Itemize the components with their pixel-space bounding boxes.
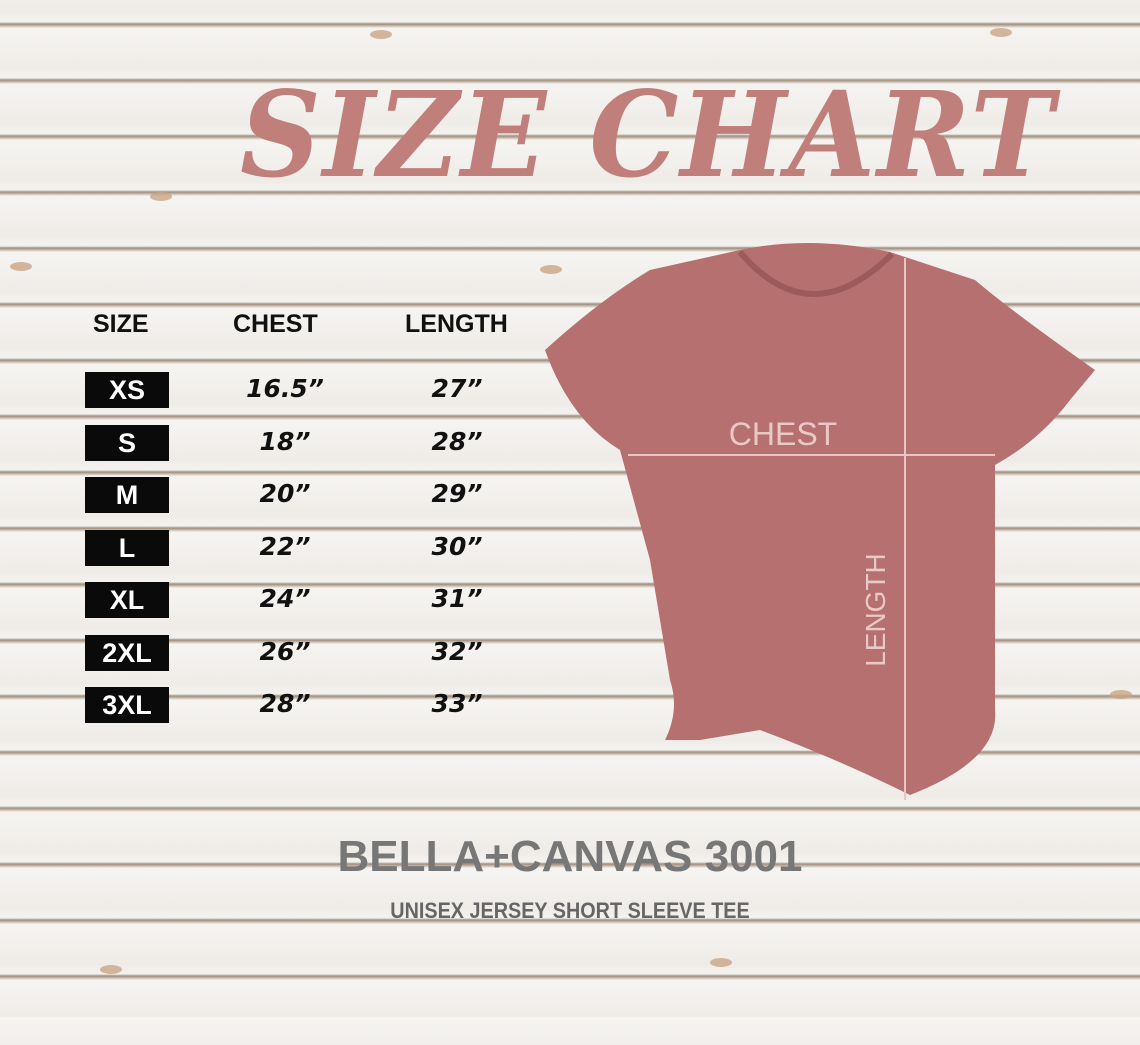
wood-knot (10, 262, 32, 271)
wood-knot (150, 192, 172, 201)
table-row: XL 24” 31” (85, 582, 545, 618)
chest-value: 28” (259, 689, 311, 718)
header-chest: CHEST (233, 310, 318, 338)
length-value: 30” (431, 531, 483, 561)
chest-label: CHEST (729, 416, 837, 452)
wood-knot (370, 30, 392, 39)
length-value: 31” (431, 584, 483, 613)
chest-value: 26” (259, 636, 311, 666)
chest-value: 24” (259, 584, 311, 613)
length-value: 33” (431, 689, 483, 718)
table-row: L 22” 30” (85, 529, 545, 566)
wood-knot (540, 265, 562, 274)
length-value: 27” (431, 374, 483, 403)
chest-value: 20” (259, 479, 311, 508)
size-badge: S (85, 424, 169, 461)
length-value: 29” (431, 479, 483, 508)
size-badge: XS (85, 372, 169, 408)
header-size: SIZE (93, 310, 149, 338)
wood-knot (990, 28, 1012, 37)
chest-value: 18” (259, 426, 311, 456)
table-row: M 20” 29” (85, 477, 545, 513)
wood-knot (100, 965, 122, 974)
wood-knot (1110, 690, 1132, 699)
table-row: 2XL 26” 32” (85, 634, 545, 671)
size-badge: 3XL (85, 687, 169, 723)
size-badge: 2XL (85, 634, 169, 671)
chest-value: 22” (259, 531, 311, 561)
brand-name: BELLA+CANVAS 3001 (337, 832, 803, 881)
product-subtitle: UNISEX JERSEY SHORT SLEEVE TEE (390, 898, 750, 923)
length-label: LENGTH (860, 553, 891, 667)
tshirt-image: CHEST LENGTH (545, 242, 1095, 800)
table-row: XS 16.5” 27” (85, 372, 545, 408)
length-value: 28” (431, 426, 483, 456)
size-badge: L (85, 529, 169, 566)
table-row: S 18” 28” (85, 424, 545, 461)
size-badge: M (85, 477, 169, 513)
length-value: 32” (431, 636, 483, 666)
page-title: SIZE CHART (240, 66, 1056, 205)
chest-value: 16.5” (246, 374, 324, 403)
header-length: LENGTH (405, 310, 508, 338)
size-badge: XL (85, 582, 169, 618)
wood-knot (710, 958, 732, 967)
table-row: 3XL 28” 33” (85, 687, 545, 723)
